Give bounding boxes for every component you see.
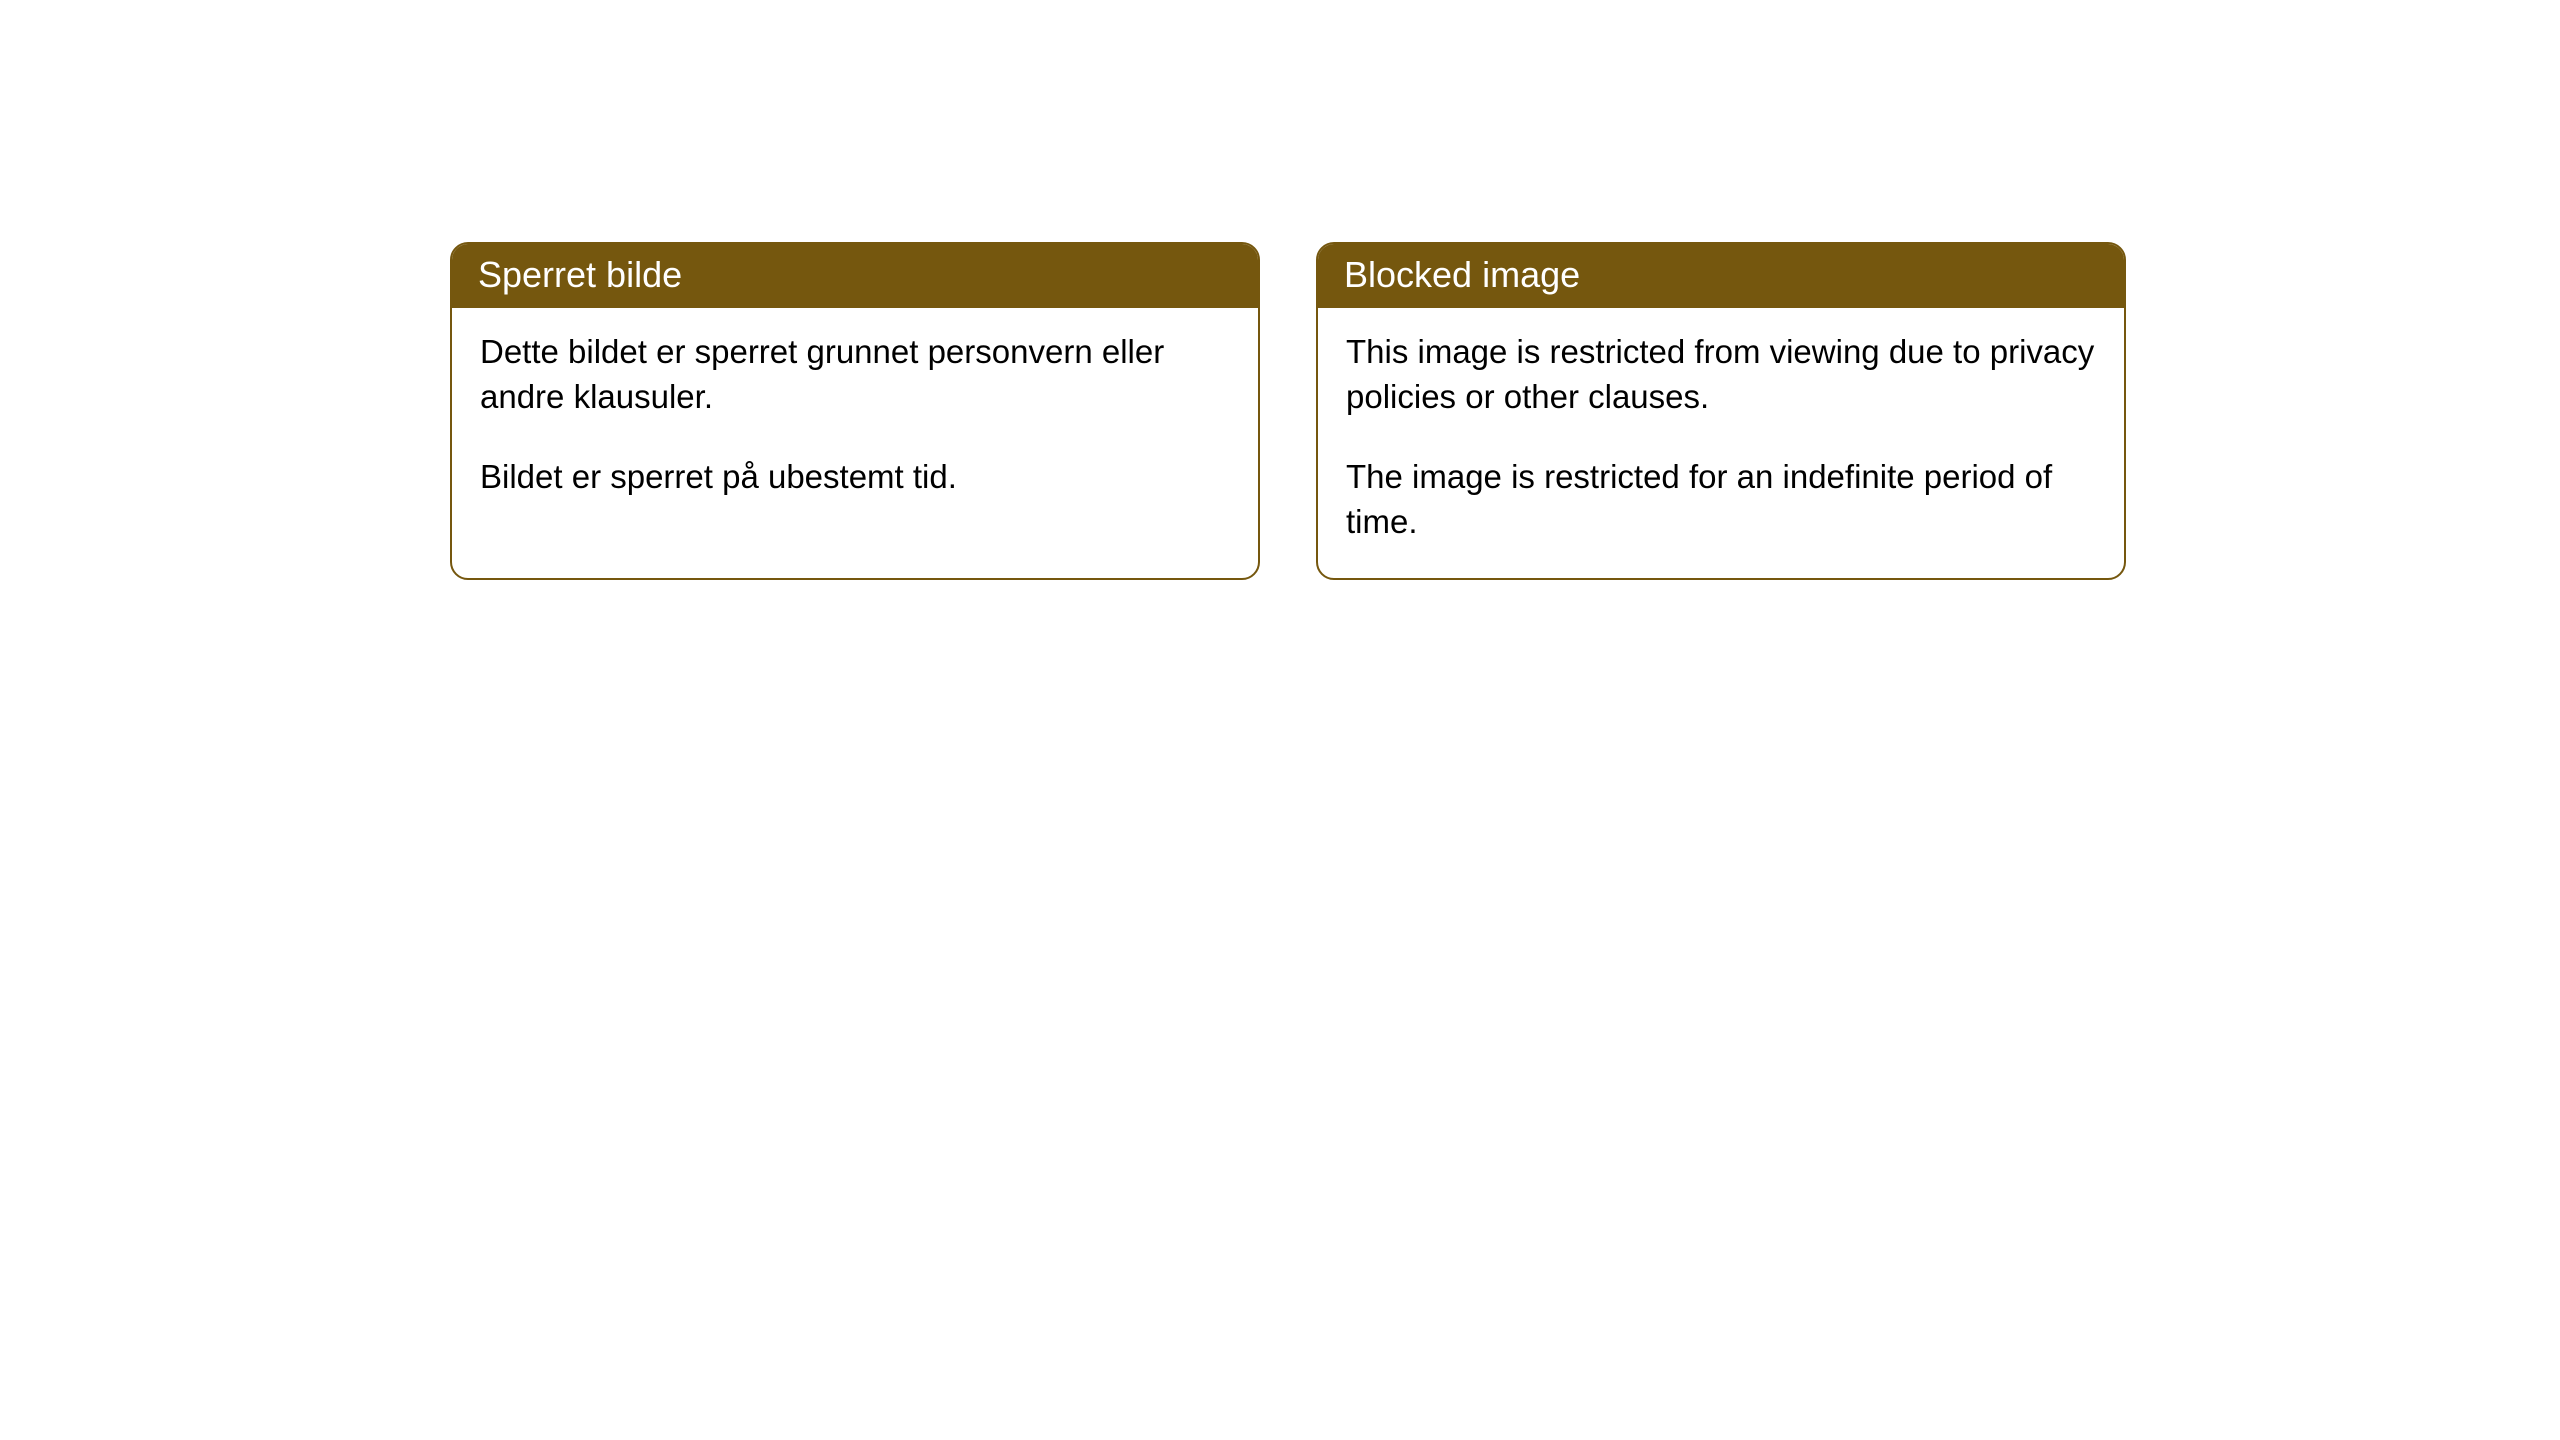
card-paragraph: Dette bildet er sperret grunnet personve… <box>480 330 1230 419</box>
card-title: Sperret bilde <box>478 254 682 295</box>
notice-container: Sperret bilde Dette bildet er sperret gr… <box>450 242 2126 580</box>
notice-card-norwegian: Sperret bilde Dette bildet er sperret gr… <box>450 242 1260 580</box>
card-body-norwegian: Dette bildet er sperret grunnet personve… <box>452 308 1258 534</box>
card-paragraph: This image is restricted from viewing du… <box>1346 330 2096 419</box>
card-paragraph: The image is restricted for an indefinit… <box>1346 455 2096 544</box>
card-title: Blocked image <box>1344 254 1580 295</box>
card-header-norwegian: Sperret bilde <box>452 244 1258 308</box>
notice-card-english: Blocked image This image is restricted f… <box>1316 242 2126 580</box>
card-body-english: This image is restricted from viewing du… <box>1318 308 2124 578</box>
card-paragraph: Bildet er sperret på ubestemt tid. <box>480 455 1230 500</box>
card-header-english: Blocked image <box>1318 244 2124 308</box>
